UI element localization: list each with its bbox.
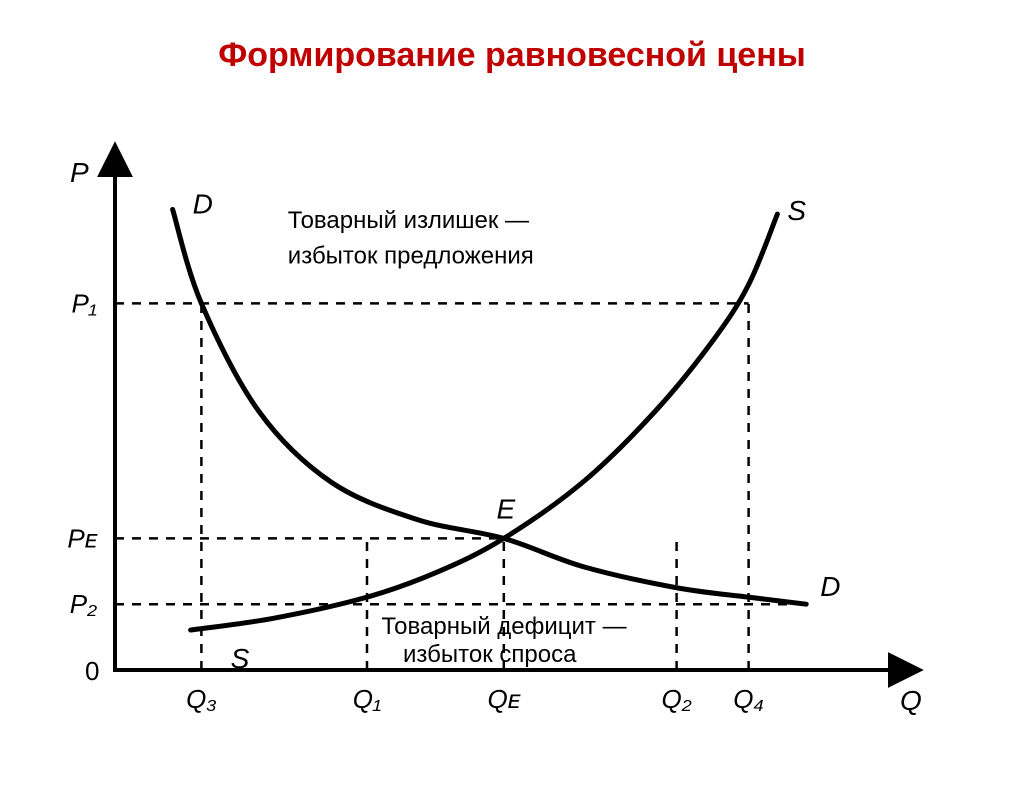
y-axis-label: P — [70, 157, 89, 188]
x-tick-Q4: Q₄ — [733, 684, 764, 714]
equilibrium-chart: P Q 0 P₁ Pᴇ P₂ Q₃ Q₁ Qᴇ Q₂ Q₄ D D S S E Товарный излишек… — [0, 75, 1024, 755]
annotation-surplus-2: избыток предложения — [288, 242, 534, 269]
annotation-surplus-1: Товарный излишек — — [288, 207, 529, 234]
y-tick-PE: Pᴇ — [67, 523, 97, 553]
chart-title: Формирование равновесной цены — [0, 36, 1024, 75]
demand-label-start: D — [193, 188, 213, 219]
origin-label: 0 — [85, 656, 99, 686]
equilibrium-label: E — [496, 493, 515, 524]
supply-label-start: S — [231, 643, 250, 674]
demand-label-end: D — [820, 571, 840, 602]
supply-label-end: S — [787, 195, 806, 226]
y-tick-P1: P₁ — [71, 288, 97, 318]
x-tick-Q3: Q₃ — [186, 684, 217, 714]
annotation-deficit-1: Товарный дефицит — — [381, 613, 626, 640]
x-tick-Q1: Q₁ — [353, 684, 381, 714]
x-tick-QE: Qᴇ — [488, 684, 521, 714]
annotation-deficit-2: избыток спроса — [403, 641, 577, 668]
y-tick-P2: P₂ — [70, 589, 97, 619]
x-axis-label: Q — [900, 685, 922, 716]
supply-curve — [191, 214, 778, 630]
x-tick-Q2: Q₂ — [662, 684, 692, 714]
